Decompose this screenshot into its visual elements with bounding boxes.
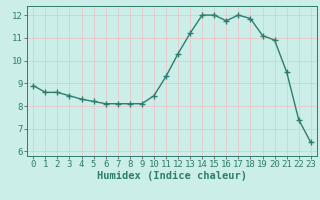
X-axis label: Humidex (Indice chaleur): Humidex (Indice chaleur) <box>97 171 247 181</box>
